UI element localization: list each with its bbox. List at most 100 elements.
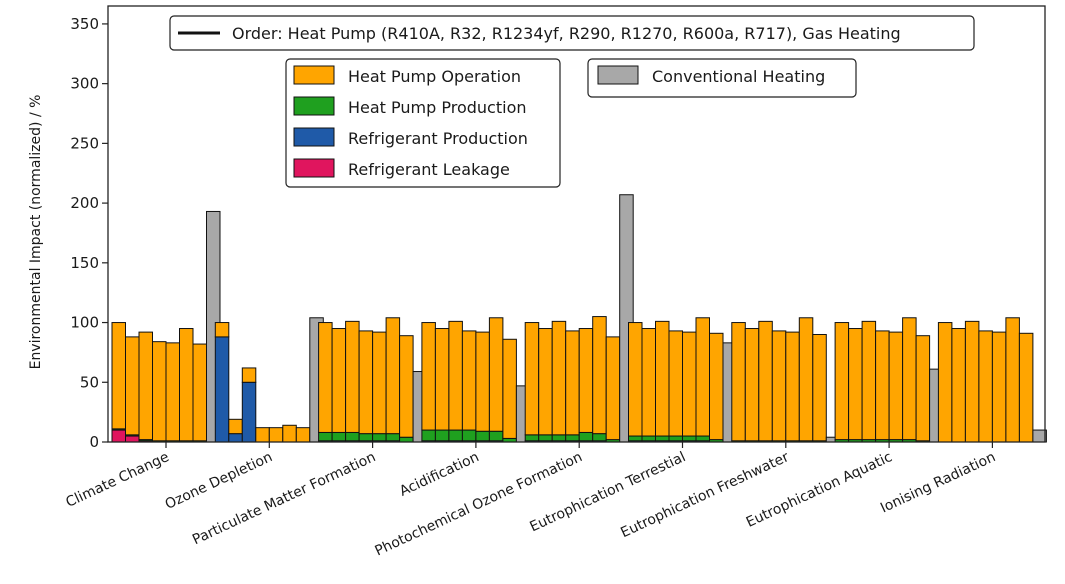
legend-label-ref-production: Refrigerant Production (348, 129, 528, 148)
bar-heat-pump-operation (566, 331, 580, 435)
bar-heat-pump-operation (799, 318, 813, 441)
bar-heat-pump-operation (112, 323, 126, 429)
bar-heat-pump-operation (849, 329, 863, 440)
bar-heat-pump-operation (696, 318, 710, 436)
bar-heat-pump-operation (489, 318, 503, 431)
bar-heat-pump-operation (732, 323, 746, 441)
legend-swatch-leakage (294, 159, 334, 177)
bar-heat-pump-operation (269, 428, 283, 442)
y-tick-label: 350 (70, 15, 99, 33)
bar-heat-pump-operation (965, 321, 979, 442)
x-tick-label: Climate Change (63, 449, 171, 511)
bar-heat-pump-operation (229, 419, 243, 433)
bar-heat-pump-production (422, 430, 436, 441)
bar-heat-pump-operation (992, 332, 1006, 442)
bar-heat-pump-production (462, 430, 476, 441)
legend-swatch-operation (294, 66, 334, 84)
bar-heat-pump-production (593, 434, 607, 441)
bar-heat-pump-operation (938, 323, 952, 442)
x-tick-label: Eutrophication Freshwater (618, 449, 791, 541)
bar-heat-pump-production (359, 434, 373, 441)
bar-heat-pump-production (489, 431, 503, 441)
bar-heat-pump-operation (656, 321, 670, 436)
bar-heat-pump-operation (683, 332, 697, 436)
bar-heat-pump-operation (296, 428, 310, 442)
bar-heat-pump-operation (180, 329, 194, 441)
x-tick-label: Particulate Matter Formation (190, 449, 378, 548)
bar-heat-pump-operation (215, 323, 229, 337)
bar-heat-pump-production (539, 435, 553, 441)
bar-heat-pump-operation (759, 321, 773, 440)
bar-heat-pump-production (566, 435, 580, 441)
bar-heat-pump-operation (952, 329, 966, 442)
series-legend: Heat Pump Operation Heat Pump Production… (286, 59, 560, 187)
bar-heat-pump-operation (552, 321, 566, 434)
y-tick-label: 100 (70, 314, 99, 332)
legend-swatch-conventional (598, 66, 638, 84)
bar-refrigerant-production (229, 434, 243, 442)
bar-heat-pump-production (579, 432, 593, 440)
bar-heat-pump-operation (386, 318, 400, 434)
bar-heat-pump-operation (346, 321, 360, 432)
bar-heat-pump-production (476, 431, 490, 441)
bar-heat-pump-operation (642, 329, 656, 437)
y-axis-label: Environmental Impact (normalized) / % (28, 95, 44, 370)
bar-heat-pump-production (525, 435, 539, 441)
bar-heat-pump-operation (525, 323, 539, 435)
x-tick-label: Photochemical Ozone Formation (373, 449, 585, 559)
bar-heat-pump-operation (916, 336, 930, 441)
bar-heat-pump-operation (139, 332, 153, 440)
y-tick-label: 150 (70, 254, 99, 272)
bar-heat-pump-operation (786, 332, 800, 441)
bar-heat-pump-operation (1019, 333, 1033, 442)
order-legend-text: Order: Heat Pump (R410A, R32, R1234yf, R… (232, 24, 901, 43)
bar-heat-pump-operation (373, 332, 387, 434)
legend-label-hp-production: Heat Pump Production (348, 98, 527, 117)
bar-heat-pump-production (435, 430, 449, 441)
bar-heat-pump-production (629, 436, 643, 441)
legend-label-conventional: Conventional Heating (652, 67, 825, 86)
bar-heat-pump-operation (813, 334, 827, 440)
bar-heat-pump-operation (283, 425, 297, 442)
bar-heat-pump-production (696, 436, 710, 441)
bar-refrigerant-production (242, 382, 256, 442)
bar-heat-pump-operation (889, 332, 903, 440)
bar-heat-pump-operation (539, 329, 553, 435)
chart: Environmental Impact (normalized) / % 0 5… (0, 0, 1065, 584)
bar-heat-pump-production (449, 430, 463, 441)
bar-heat-pump-operation (579, 329, 593, 433)
bar-heat-pump-production (552, 435, 566, 441)
bar-heat-pump-production (683, 436, 697, 441)
bar-heat-pump-operation (593, 317, 607, 434)
legend-swatch-ref-production (294, 128, 334, 146)
bar-heat-pump-production (373, 434, 387, 441)
y-tick-label: 50 (80, 373, 99, 391)
bar-heat-pump-operation (319, 323, 333, 433)
bar-heat-pump-production (400, 437, 414, 442)
y-tick-label: 200 (70, 194, 99, 212)
bar-heat-pump-operation (772, 331, 786, 441)
bar-heat-pump-operation (903, 318, 917, 440)
bar-refrigerant-leakage (112, 430, 126, 442)
bar-heat-pump-operation (979, 331, 993, 442)
bars-layer (112, 195, 1046, 442)
bar-heat-pump-operation (449, 321, 463, 430)
bar-heat-pump-operation (1006, 318, 1020, 442)
bar-heat-pump-production (642, 436, 656, 441)
bar-heat-pump-operation (876, 331, 890, 440)
bar-heat-pump-operation (745, 329, 759, 441)
bar-heat-pump-operation (606, 337, 620, 440)
legend-label-leakage: Refrigerant Leakage (348, 160, 510, 179)
bar-heat-pump-operation (835, 323, 849, 440)
bar-heat-pump-operation (710, 333, 724, 439)
y-tick-label: 250 (70, 134, 99, 152)
bar-heat-pump-operation (629, 323, 643, 436)
bar-heat-pump-operation (359, 331, 373, 434)
bar-heat-pump-operation (193, 344, 207, 441)
legend-swatch-hp-production (294, 97, 334, 115)
y-tick-label: 0 (89, 433, 99, 451)
bar-heat-pump-operation (862, 321, 876, 439)
order-legend: Order: Heat Pump (R410A, R32, R1234yf, R… (170, 16, 974, 50)
y-axis: 0 50 100 150 200 250 300 350 (70, 15, 108, 451)
